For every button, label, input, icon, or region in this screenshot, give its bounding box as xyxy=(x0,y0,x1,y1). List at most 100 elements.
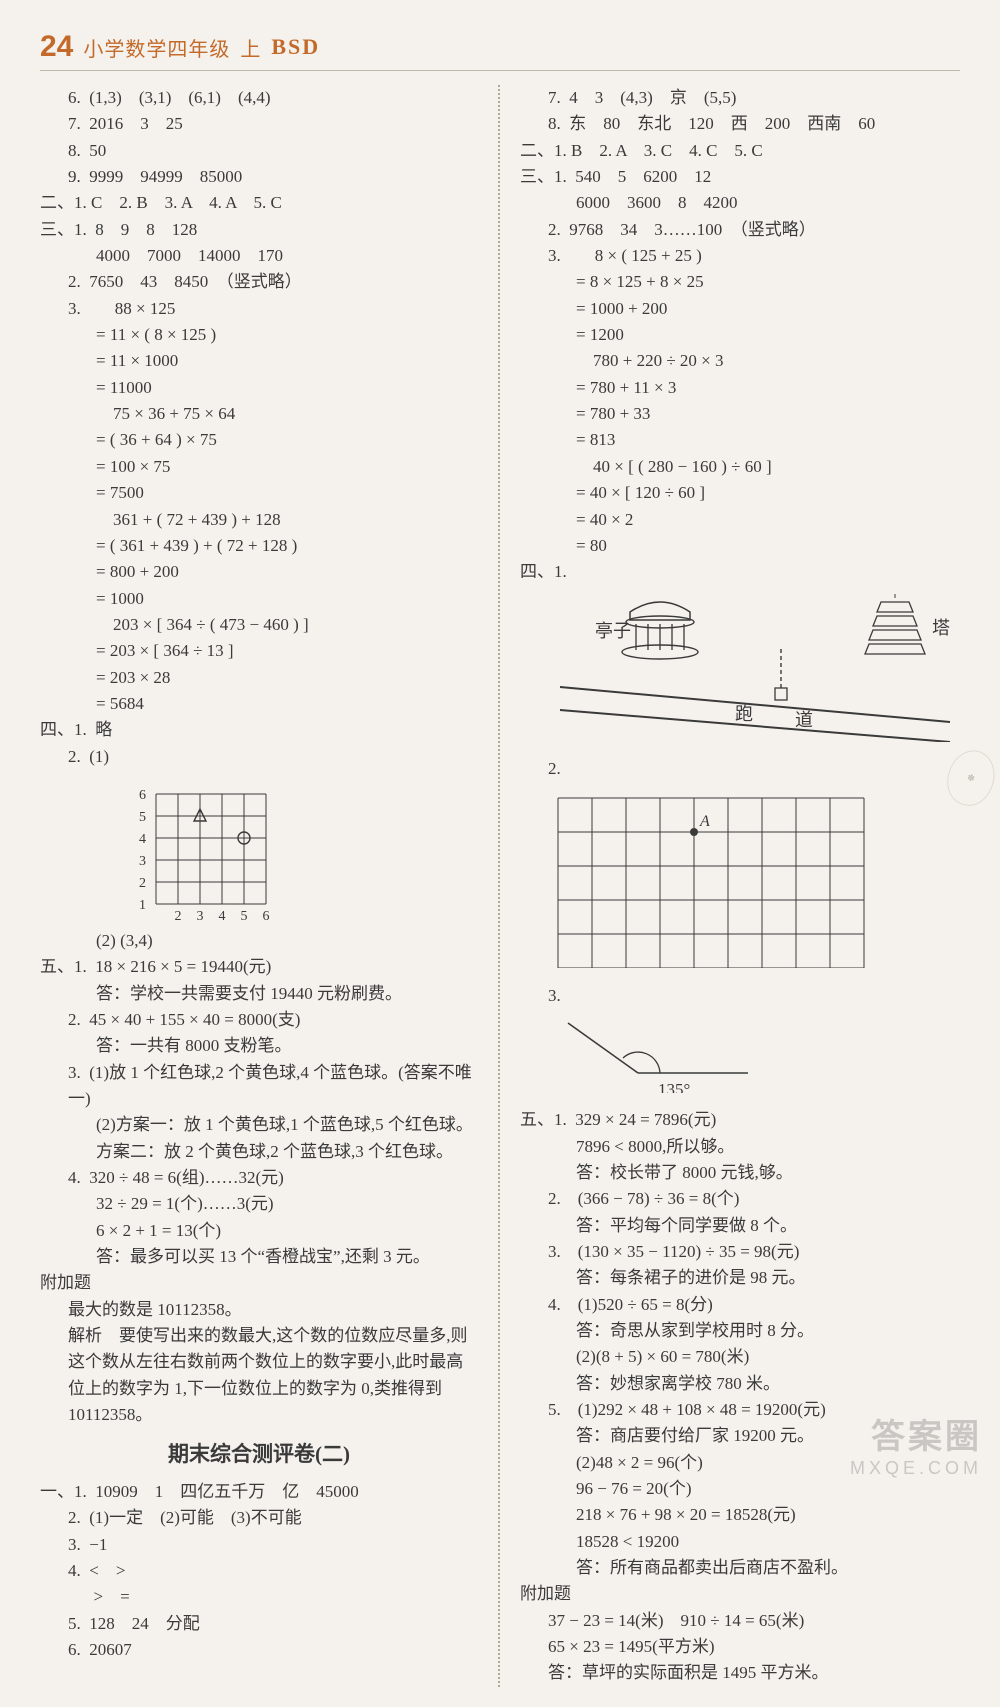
header-bsd: BSD xyxy=(271,34,320,60)
text-line: 3. (130 × 35 − 1120) ÷ 35 = 98(元) xyxy=(520,1239,960,1265)
grid-svg: 12345623456 xyxy=(130,774,290,924)
svg-text:3: 3 xyxy=(139,854,146,869)
text-line: 答：奇思从家到学校用时 8 分。 xyxy=(520,1318,960,1344)
svg-text:道: 道 xyxy=(795,710,813,730)
text-line: = 40 × 2 xyxy=(520,507,960,533)
page-header: 24 小学数学四年级 上 BSD xyxy=(40,30,960,71)
angle-135: 135° xyxy=(548,1013,960,1101)
section-five: 五、1. 18 × 216 × 5 = 19440(元) xyxy=(40,954,478,980)
page-number: 24 xyxy=(40,30,73,64)
text-line: 4. < > xyxy=(40,1558,478,1584)
left-column: 6. (1,3) (3,1) (6,1) (4,4) 7. 2016 3 25 … xyxy=(40,85,478,1687)
text-line: 6 × 2 + 1 = 13(个) xyxy=(40,1218,478,1244)
svg-text:亭子: 亭子 xyxy=(595,621,631,641)
text-line: = 7500 xyxy=(40,480,478,506)
text-line: 答：学校一共需要支付 19440 元粉刷费。 xyxy=(40,981,478,1007)
text-line: = 780 + 33 xyxy=(520,401,960,427)
svg-text:135°: 135° xyxy=(658,1080,690,1093)
text-line: 8. 东 80 东北 120 西 200 西南 60 xyxy=(520,111,960,137)
text-line: 4. (1)520 ÷ 65 = 8(分) xyxy=(520,1292,960,1318)
text-line: 3. 88 × 125 xyxy=(40,296,478,322)
text-line: 答：最多可以买 13 个“香橙战宝”,还剩 3 元。 xyxy=(40,1244,478,1270)
text-line: 2. 45 × 40 + 155 × 40 = 8000(支) xyxy=(40,1007,478,1033)
text-line: 7. 4 3 (4,3) 京 (5,5) xyxy=(520,85,960,111)
text-line: 2. 7650 43 8450 （竖式略） xyxy=(40,269,478,295)
text-line: = 780 + 11 × 3 xyxy=(520,375,960,401)
text-line: 6000 3600 8 4200 xyxy=(520,190,960,216)
text-line: 答：平均每个同学要做 8 个。 xyxy=(520,1213,960,1239)
grid-with-point-a: A xyxy=(548,788,960,976)
coordinate-grid: 12345623456 xyxy=(130,774,478,924)
text-line: 最大的数是 10112358。 xyxy=(40,1297,478,1323)
text-line: 5. 128 24 分配 xyxy=(40,1611,478,1637)
text-line: 65 × 23 = 1495(平方米) xyxy=(520,1634,960,1660)
text-line: = 1000 xyxy=(40,586,478,612)
text-line: > = xyxy=(40,1584,478,1610)
text-line: 答：一共有 8000 支粉笔。 xyxy=(40,1033,478,1059)
text-line: = 5684 xyxy=(40,691,478,717)
section-five: 五、1. 329 × 24 = 7896(元) xyxy=(520,1107,960,1133)
text-line: (2)(8 + 5) × 60 = 780(米) xyxy=(520,1344,960,1370)
text-line: = 8 × 125 + 8 × 25 xyxy=(520,269,960,295)
text-line: = 1200 xyxy=(520,322,960,348)
text-line: 3. (1)放 1 个红色球,2 个黄色球,4 个蓝色球。(答案不唯一) xyxy=(40,1060,478,1113)
svg-text:6: 6 xyxy=(139,788,146,803)
angle-svg: 135° xyxy=(548,1013,768,1093)
text-line: = 40 × [ 120 ÷ 60 ] xyxy=(520,480,960,506)
watermark-line2: MXQE.COM xyxy=(850,1458,982,1479)
svg-text:1: 1 xyxy=(139,898,146,913)
section-four: 四、1. 略 xyxy=(40,717,478,743)
header-title: 小学数学四年级 xyxy=(83,33,230,62)
text-line: 3. −1 xyxy=(40,1532,478,1558)
text-line: = 203 × [ 364 ÷ 13 ] xyxy=(40,638,478,664)
text-line: = ( 361 + 439 ) + ( 72 + 128 ) xyxy=(40,533,478,559)
svg-text:4: 4 xyxy=(139,832,146,847)
text-line: 2. (366 − 78) ÷ 36 = 8(个) xyxy=(520,1186,960,1212)
svg-text:跑: 跑 xyxy=(735,704,753,724)
text-line: 答：所有商品都卖出后商店不盈利。 xyxy=(520,1555,960,1581)
exam-title: 期末综合测评卷(二) xyxy=(40,1438,478,1471)
text-line: 一、1. 10909 1 四亿五千万 亿 45000 xyxy=(40,1479,478,1505)
diagram-svg: 跑 道 亭子 塔 xyxy=(540,592,960,742)
text-line: = 100 × 75 xyxy=(40,454,478,480)
text-line: 2. 9768 34 3……100 （竖式略） xyxy=(520,217,960,243)
text-line: 9. 9999 94999 85000 xyxy=(40,164,478,190)
text-line: = 800 + 200 xyxy=(40,559,478,585)
section-four: 四、1. xyxy=(520,559,960,585)
svg-text:2: 2 xyxy=(139,876,146,891)
svg-text:2: 2 xyxy=(175,909,182,924)
section-three: 三、1. 540 5 6200 12 xyxy=(520,164,960,190)
svg-text:塔: 塔 xyxy=(932,618,950,638)
svg-text:6: 6 xyxy=(263,909,270,924)
two-column-layout: 6. (1,3) (3,1) (6,1) (4,4) 7. 2016 3 25 … xyxy=(40,85,960,1687)
text-line: = 813 xyxy=(520,427,960,453)
text-line: 75 × 36 + 75 × 64 xyxy=(40,401,478,427)
watermark-line1: 答案圈 xyxy=(850,1409,982,1458)
text-line: (2)方案一：放 1 个黄色球,1 个蓝色球,5 个红色球。 xyxy=(40,1112,478,1138)
watermark: 答案圈 MXQE.COM xyxy=(850,1409,982,1479)
section-two: 二、1. C 2. B 3. A 4. A 5. C xyxy=(40,190,478,216)
text-line: 40 × [ ( 280 − 160 ) ÷ 60 ] xyxy=(520,454,960,480)
text-line: 4000 7000 14000 170 xyxy=(40,243,478,269)
bonus-heading: 附加题 xyxy=(40,1270,478,1296)
text-line: 7. 2016 3 25 xyxy=(40,111,478,137)
text-line: 6. (1,3) (3,1) (6,1) (4,4) xyxy=(40,85,478,111)
svg-text:A: A xyxy=(699,813,710,830)
text-line: 3. 8 × ( 125 + 25 ) xyxy=(520,243,960,269)
text-line: 32 ÷ 29 = 1(个)……3(元) xyxy=(40,1191,478,1217)
text-line: = 11 × 1000 xyxy=(40,348,478,374)
text-line: = 11000 xyxy=(40,375,478,401)
text-line: = ( 36 + 64 ) × 75 xyxy=(40,427,478,453)
text-line: 780 + 220 ÷ 20 × 3 xyxy=(520,348,960,374)
pavilion-diagram: 跑 道 亭子 塔 xyxy=(540,592,960,750)
svg-text:5: 5 xyxy=(241,909,248,924)
text-line: = 11 × ( 8 × 125 ) xyxy=(40,322,478,348)
text-line: 37 − 23 = 14(米) 910 ÷ 14 = 65(米) xyxy=(520,1608,960,1634)
text-line: 方案二：放 2 个黄色球,2 个蓝色球,3 个红色球。 xyxy=(40,1139,478,1165)
text-line: 8. 50 xyxy=(40,138,478,164)
text-line: 218 × 76 + 98 × 20 = 18528(元) xyxy=(520,1502,960,1528)
text-line: 7896 < 8000,所以够。 xyxy=(520,1134,960,1160)
column-divider xyxy=(498,85,500,1687)
svg-text:4: 4 xyxy=(219,909,226,924)
text-line: 203 × [ 364 ÷ ( 473 − 460 ) ] xyxy=(40,612,478,638)
